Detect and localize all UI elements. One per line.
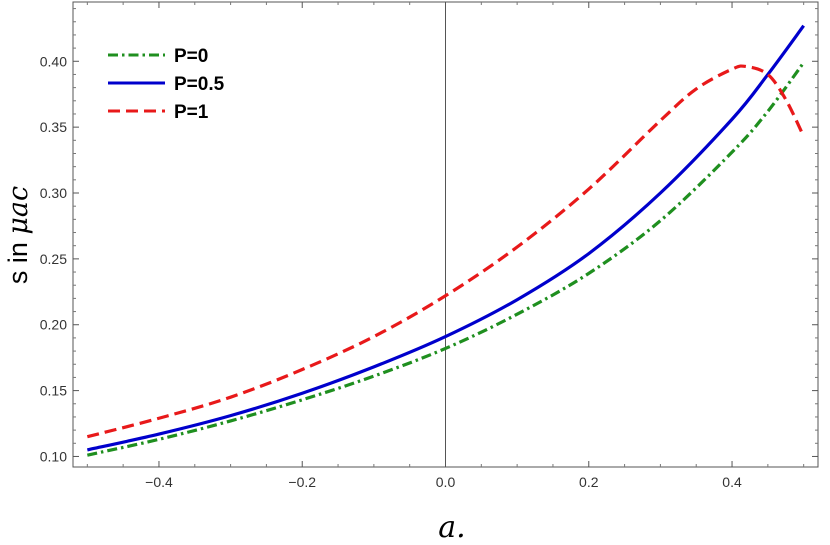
x-tick-label: −0.2	[288, 474, 316, 490]
series-line-1	[86, 24, 805, 452]
x-tick-label: 0.4	[722, 474, 742, 490]
y-tick-label: 0.40	[40, 53, 67, 69]
x-tick-label: 0.2	[579, 474, 599, 490]
series-line-2	[86, 64, 806, 439]
y-tick-label: 0.10	[40, 448, 67, 464]
x-axis-ticks: −0.4 −0.2 0.0 0.2 0.4	[86, 2, 805, 490]
y-axis-title: s in μac	[3, 186, 34, 284]
y-axis-title-plain: s in	[3, 235, 33, 285]
y-axis-title-italic: μac	[3, 186, 34, 235]
y-tick-label: 0.30	[40, 185, 67, 201]
y-tick-label: 0.35	[40, 119, 67, 135]
y-tick-label: 0.25	[40, 251, 67, 267]
series-line-0	[86, 61, 805, 457]
x-tick-label: −0.4	[145, 474, 173, 490]
x-tick-label: 0.0	[436, 474, 456, 490]
y-tick-label: 0.20	[40, 317, 67, 333]
legend-label: P=0	[174, 46, 208, 67]
legend-label: P=0.5	[174, 74, 225, 95]
legend-label: P=1	[174, 102, 209, 123]
legend: P=0 P=0.5 P=1	[108, 46, 225, 123]
x-axis-title: a.	[438, 510, 465, 545]
series-layer	[86, 24, 806, 457]
y-tick-label: 0.15	[40, 383, 67, 399]
y-axis-ticks: 0.10 0.15 0.20 0.25 0.30 0.35 0.40	[40, 8, 818, 464]
